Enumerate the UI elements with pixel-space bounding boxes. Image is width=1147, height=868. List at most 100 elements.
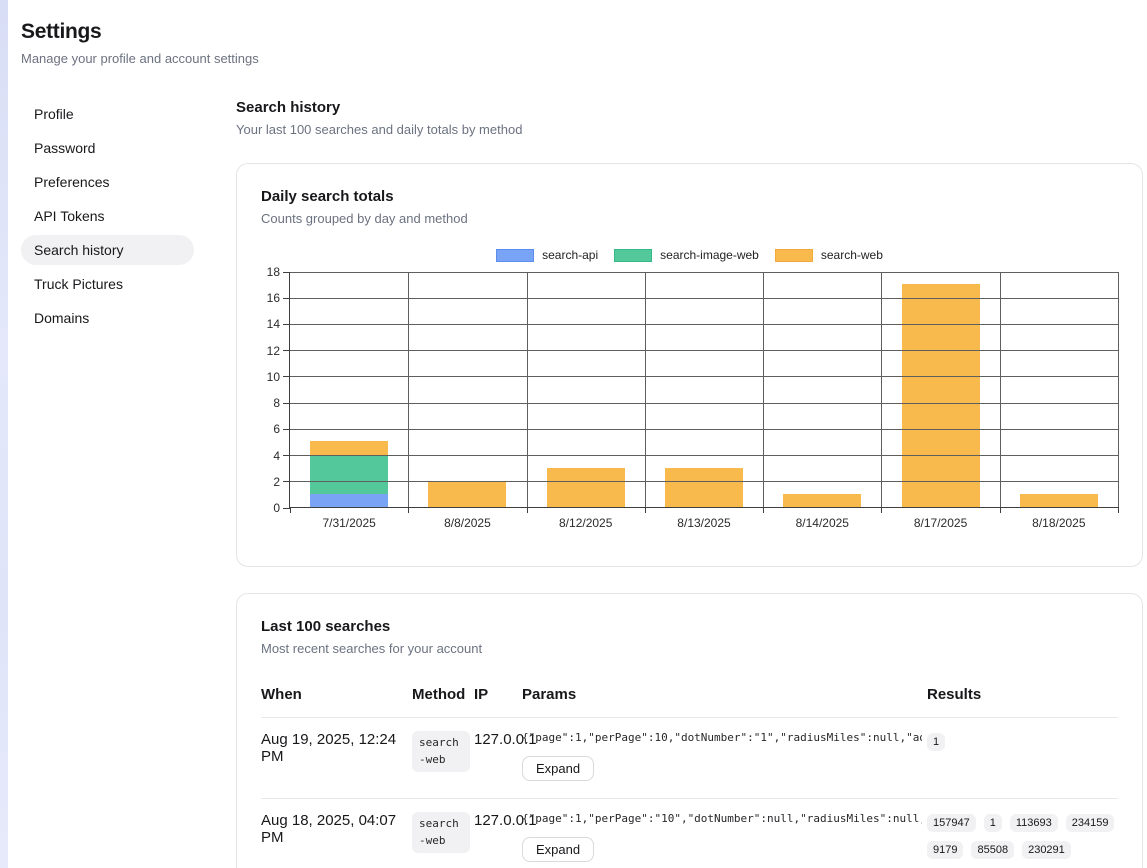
- y-axis-label-18: 18: [256, 265, 280, 279]
- daily-search-totals-card: Daily search totals Counts grouped by da…: [236, 163, 1143, 567]
- x-axis-label-8/17/2025: 8/17/2025: [914, 516, 967, 530]
- x-tick-3: [645, 507, 646, 513]
- cell-when: Aug 18, 2025, 04:07 PM: [261, 812, 412, 846]
- cell-results: 1579471113693234159917985508230291310853…: [927, 812, 1118, 868]
- daily-totals-bar-chart: search-api search-image-web search-web 024…: [261, 248, 1118, 542]
- x-axis-label-8/14/2025: 8/14/2025: [796, 516, 849, 530]
- sidebar-item-truck-pictures[interactable]: Truck Pictures: [21, 269, 194, 299]
- legend-label-search-image-web: search-image-web: [660, 248, 759, 262]
- main-content: Search history Your last 100 searches an…: [236, 99, 1143, 868]
- sidebar-item-preferences[interactable]: Preferences: [21, 167, 194, 197]
- y-tick-18: [283, 272, 290, 273]
- cell-ip: 127.0.0.1: [474, 731, 522, 748]
- sidebar-item-api-tokens[interactable]: API Tokens: [21, 201, 194, 231]
- settings-sidebar: Profile Password Preferences API Tokens Sear…: [21, 99, 236, 868]
- gridline-x-6: [1000, 272, 1001, 507]
- chart-plot-area: 0246810121416187/31/20258/8/20258/12/202…: [289, 272, 1118, 508]
- params-json-text: {"page":1,"perPage":"10","dotNumber":nul…: [522, 812, 922, 825]
- gridline-y-14: [290, 324, 1118, 325]
- table-card-subtitle: Most recent searches for your account: [261, 641, 1118, 656]
- gridline-y-2: [290, 481, 1118, 482]
- section-subtitle: Your last 100 searches and daily totals …: [236, 122, 1143, 137]
- legend-item-search-web: search-web: [775, 248, 883, 262]
- x-axis-label-7/31/2025: 7/31/2025: [322, 516, 375, 530]
- col-header-ip: IP: [474, 686, 522, 703]
- method-badge: search-web: [412, 731, 470, 772]
- x-tick-0: [290, 507, 291, 513]
- bar-search-web-8/18/2025[interactable]: [1020, 494, 1098, 507]
- chart-legend: search-api search-image-web search-web: [261, 248, 1118, 262]
- bar-search-web-8/13/2025[interactable]: [665, 468, 743, 507]
- y-tick-0: [283, 508, 290, 509]
- gridline-x-3: [645, 272, 646, 507]
- y-axis-label-8: 8: [256, 396, 280, 410]
- y-tick-14: [283, 324, 290, 325]
- legend-item-search-image-web: search-image-web: [614, 248, 759, 262]
- x-tick-2: [527, 507, 528, 513]
- y-axis-label-0: 0: [256, 501, 280, 515]
- col-header-results: Results: [927, 686, 1118, 703]
- expand-button[interactable]: Expand: [522, 756, 594, 781]
- y-axis-label-10: 10: [256, 370, 280, 384]
- sidebar-item-domains[interactable]: Domains: [21, 303, 194, 333]
- gridline-y-8: [290, 403, 1118, 404]
- table-card-title: Last 100 searches: [261, 618, 1118, 635]
- table-body: Aug 19, 2025, 12:24 PMsearch-web127.0.0.…: [261, 718, 1118, 868]
- gridline-y-12: [290, 350, 1118, 351]
- gridline-y-4: [290, 455, 1118, 456]
- cell-ip: 127.0.0.1: [474, 812, 522, 829]
- cell-params: {"page":1,"perPage":10,"dotNumber":"1","…: [522, 731, 927, 781]
- gridline-x-2: [527, 272, 528, 507]
- y-tick-2: [283, 481, 290, 482]
- col-header-method: Method: [412, 686, 474, 703]
- bar-search-image-web-7/31/2025[interactable]: [310, 455, 388, 494]
- result-chip: 157947: [927, 814, 976, 832]
- bar-search-web-7/31/2025[interactable]: [310, 441, 388, 454]
- bar-search-api-7/31/2025[interactable]: [310, 494, 388, 507]
- result-chip: 234159: [1066, 814, 1115, 832]
- sidebar-item-profile[interactable]: Profile: [21, 99, 194, 129]
- sidebar-item-search-history[interactable]: Search history: [21, 235, 194, 265]
- expand-button[interactable]: Expand: [522, 837, 594, 862]
- section-title: Search history: [236, 99, 1143, 116]
- table-row: Aug 18, 2025, 04:07 PMsearch-web127.0.0.…: [261, 799, 1118, 868]
- x-axis-label-8/8/2025: 8/8/2025: [444, 516, 491, 530]
- bar-search-web-8/17/2025[interactable]: [902, 284, 980, 507]
- chart-card-title: Daily search totals: [261, 188, 1118, 205]
- cell-method: search-web: [412, 731, 474, 772]
- gridline-y-10: [290, 376, 1118, 377]
- cell-params: {"page":1,"perPage":"10","dotNumber":nul…: [522, 812, 927, 862]
- y-tick-12: [283, 350, 290, 351]
- x-axis-label-8/12/2025: 8/12/2025: [559, 516, 612, 530]
- result-chip: 230291: [1022, 841, 1071, 859]
- params-json-text: {"page":1,"perPage":10,"dotNumber":"1","…: [522, 731, 922, 744]
- legend-item-search-api: search-api: [496, 248, 598, 262]
- y-tick-4: [283, 455, 290, 456]
- gridline-y-16: [290, 298, 1118, 299]
- last-100-searches-card: Last 100 searches Most recent searches f…: [236, 593, 1143, 868]
- cell-results: 1: [927, 731, 1118, 751]
- x-tick-7: [1118, 507, 1119, 513]
- chart-card-subtitle: Counts grouped by day and method: [261, 211, 1118, 226]
- y-axis-label-2: 2: [256, 475, 280, 489]
- result-chip: 113693: [1010, 814, 1058, 832]
- search-history-table: When Method IP Params Results Aug 19, 20…: [261, 686, 1118, 868]
- gridline-x-7: [1118, 272, 1119, 507]
- gridline-x-4: [763, 272, 764, 507]
- page-edge-strip: [0, 0, 8, 868]
- col-header-when: When: [261, 686, 412, 703]
- table-row: Aug 19, 2025, 12:24 PMsearch-web127.0.0.…: [261, 718, 1118, 799]
- gridline-x-5: [881, 272, 882, 507]
- x-tick-1: [408, 507, 409, 513]
- x-tick-6: [1000, 507, 1001, 513]
- y-axis-label-12: 12: [256, 344, 280, 358]
- table-header-row: When Method IP Params Results: [261, 686, 1118, 718]
- x-axis-label-8/13/2025: 8/13/2025: [677, 516, 730, 530]
- bar-search-web-8/14/2025[interactable]: [783, 494, 861, 507]
- sidebar-item-password[interactable]: Password: [21, 133, 194, 163]
- legend-label-search-web: search-web: [821, 248, 883, 262]
- bar-search-web-8/8/2025[interactable]: [428, 481, 506, 507]
- result-chip: 1: [984, 814, 1002, 832]
- bar-search-web-8/12/2025[interactable]: [547, 468, 625, 507]
- legend-swatch-search-api: [496, 249, 534, 262]
